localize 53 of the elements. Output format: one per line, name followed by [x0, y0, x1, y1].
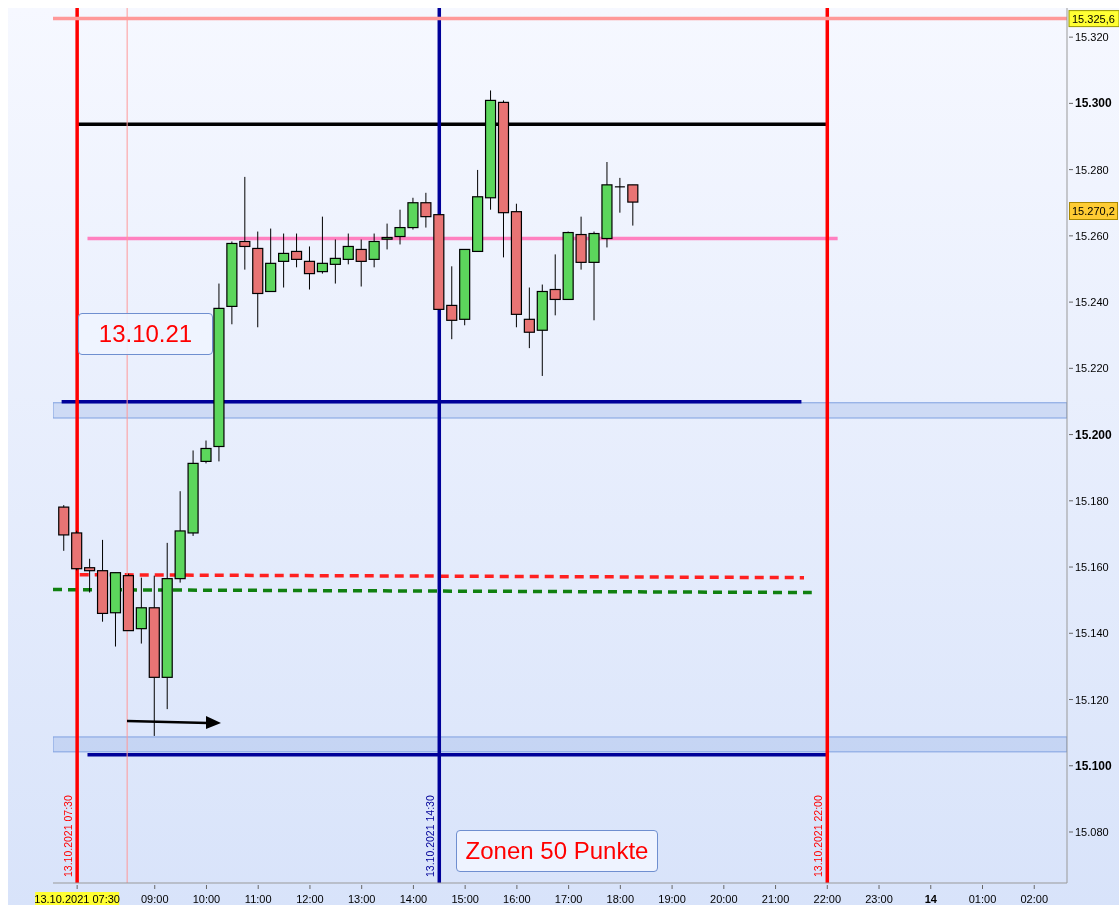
candlestick — [446, 265, 458, 340]
x-tick-label: 14:00 — [399, 893, 428, 905]
x-tick-label: 10:00 — [192, 893, 221, 905]
x-tick-label: 14 — [924, 893, 938, 905]
x-tick-label: 21:00 — [761, 893, 790, 905]
x-tick-label: 01:00 — [968, 893, 997, 905]
candlestick — [84, 558, 96, 594]
x-tick-label: 20:00 — [710, 893, 738, 905]
candlestick — [303, 245, 316, 291]
x-tick-label: 18:00 — [606, 893, 635, 905]
candlestick — [200, 440, 212, 464]
ref-line-label: 13.10.2021 14:30 — [424, 795, 437, 877]
y-tick-label: 15.260 — [1075, 229, 1109, 242]
y-tick-label: 15.100 — [1075, 758, 1113, 773]
x-tick-label: 11:00 — [244, 893, 272, 905]
x-tick-label: 02:00 — [1020, 893, 1048, 905]
y-tick-label: 15.200 — [1075, 427, 1113, 442]
y-tick-label: 15.320 — [1075, 31, 1109, 44]
x-tick-label: 19:00 — [658, 893, 686, 905]
x-tick-label: 23:00 — [865, 893, 893, 905]
ref-line-label: 13.10.2021 22:00 — [812, 795, 825, 877]
candlestick — [549, 253, 561, 316]
x-tick-label: 13:00 — [347, 893, 376, 905]
x-tick-label: 17:00 — [554, 893, 583, 905]
annotation: Zonen 50 Punkte — [465, 837, 649, 865]
y-tick-label: 15.180 — [1075, 494, 1109, 507]
y-tick-label: 15.300 — [1075, 96, 1113, 111]
y-tick-label: 15.280 — [1075, 163, 1109, 176]
candlestick — [523, 287, 535, 349]
ref-line-label: 15.325,6 — [1072, 12, 1115, 25]
x-tick-label: 09:00 — [140, 893, 169, 905]
candlestick — [355, 239, 367, 288]
x-tick-label: 15:00 — [451, 893, 479, 905]
y-tick-label: 15.240 — [1075, 296, 1109, 309]
candlestick — [381, 223, 393, 250]
candlestick — [316, 216, 329, 275]
y-tick-label: 15.080 — [1075, 826, 1109, 838]
candlestick — [627, 184, 639, 227]
x-tick-label: 12:00 — [296, 893, 324, 905]
candlestick — [290, 233, 303, 268]
text: 15.270,2 — [1072, 205, 1115, 217]
candlestick — [368, 233, 380, 268]
x-tick-label: 16:00 — [503, 893, 531, 905]
y-tick-label: 15.220 — [1075, 362, 1109, 375]
annotation: 13.10.21 — [98, 320, 193, 348]
x-tick-label: 22:00 — [813, 893, 842, 905]
candlestick — [278, 233, 290, 289]
y-tick-label: 15.120 — [1075, 693, 1109, 706]
candlestick — [135, 577, 147, 645]
candlestick — [342, 233, 354, 265]
y-tick-label: 15.140 — [1075, 627, 1109, 640]
y-tick-label: 15.160 — [1075, 561, 1109, 574]
candlestick — [329, 239, 341, 285]
